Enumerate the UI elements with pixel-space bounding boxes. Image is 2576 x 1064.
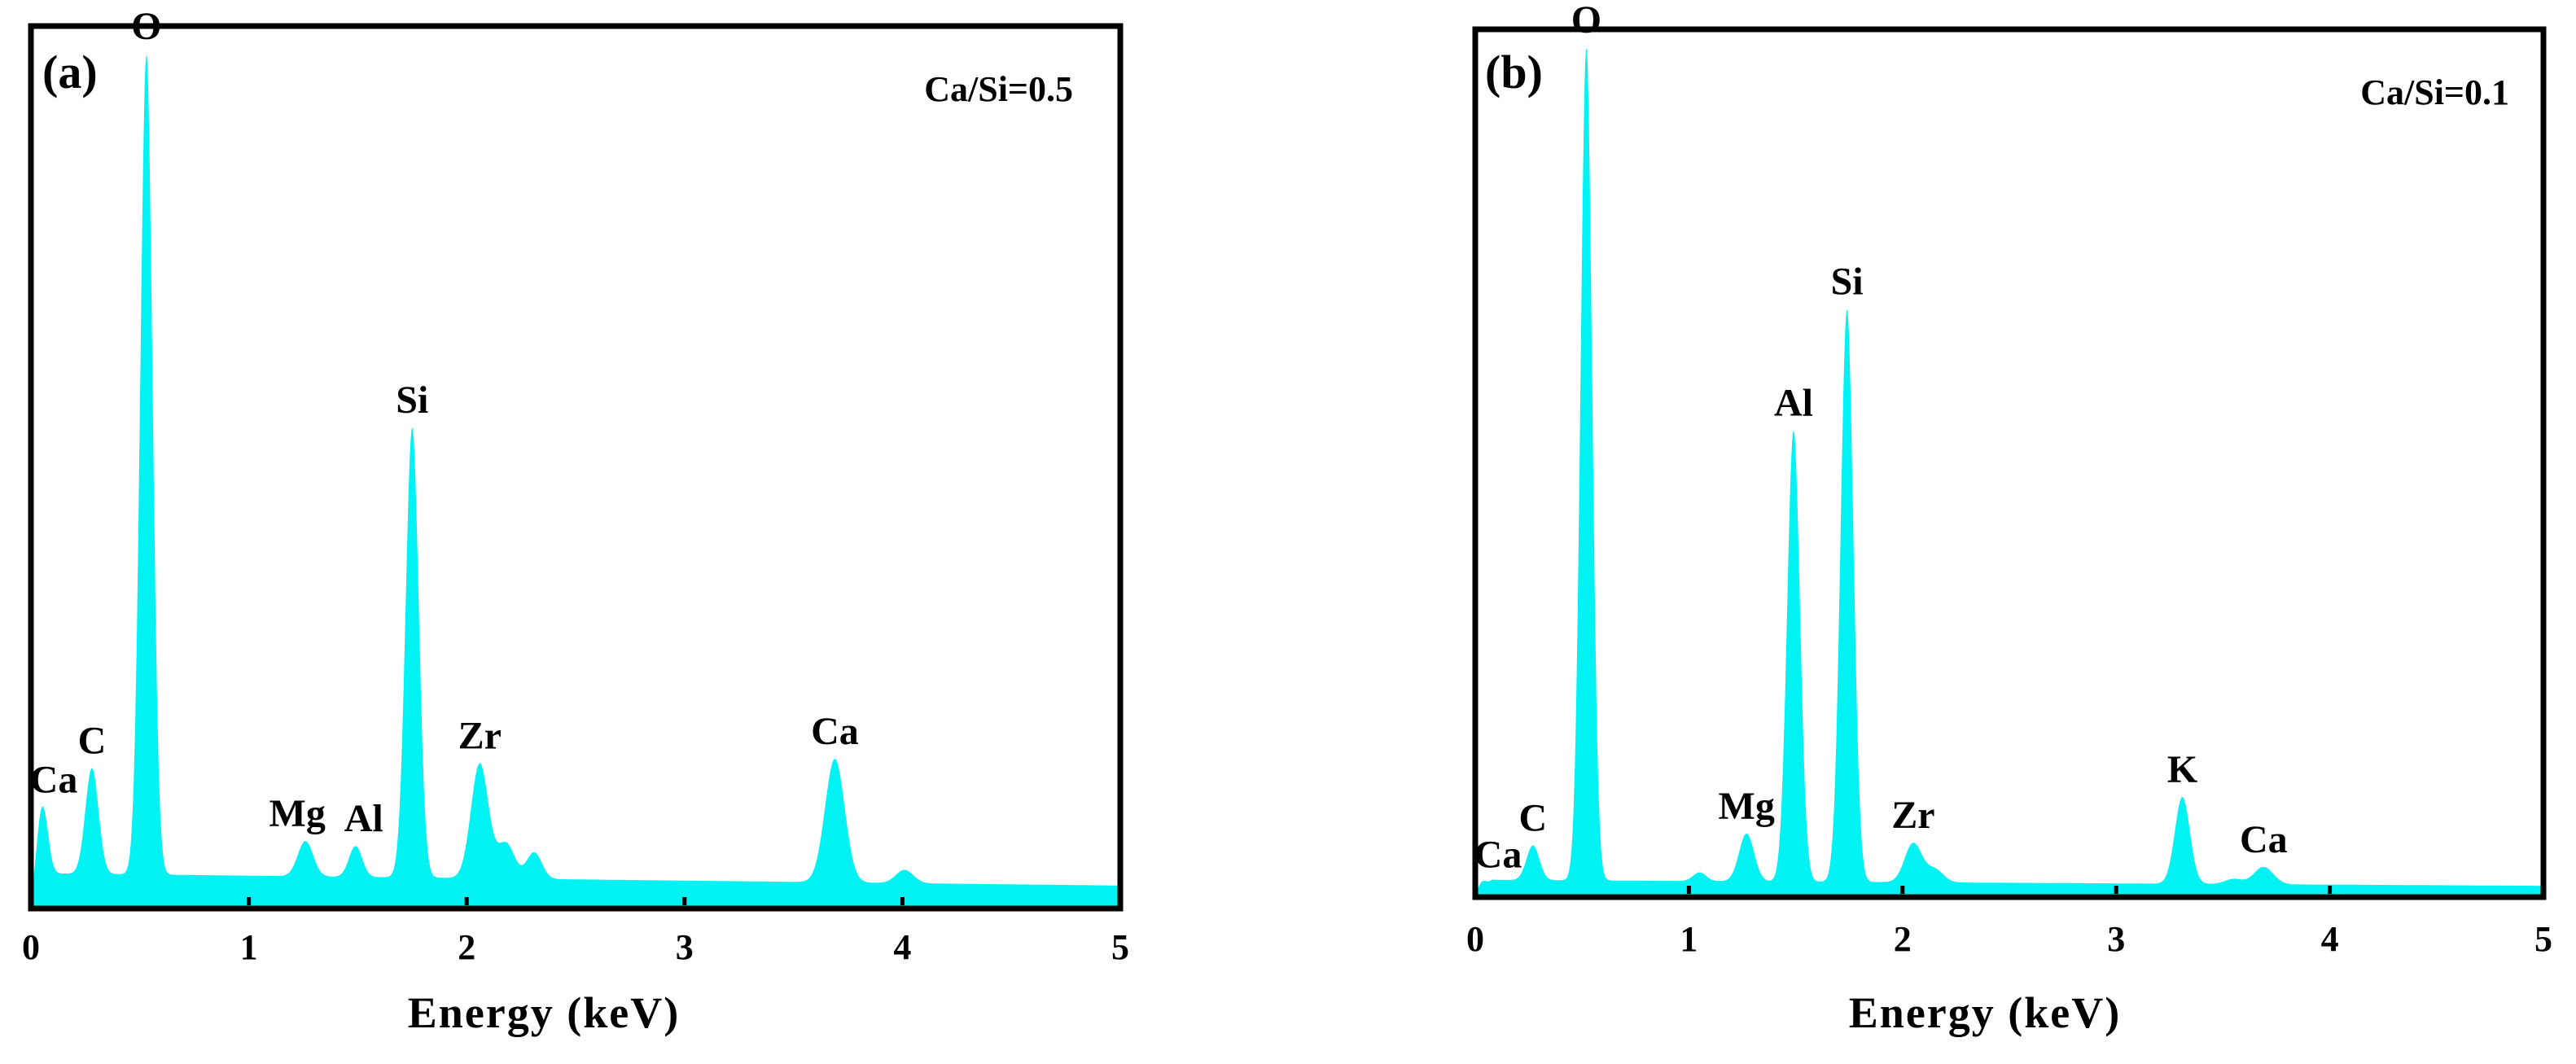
spectrum-area-b	[1475, 48, 2543, 897]
x-tick-labels-b: 0 1 2 3 4 5	[1466, 886, 2552, 959]
peak-label-c: C	[78, 719, 107, 762]
x-tick-label: 4	[893, 927, 911, 967]
peak-label-k: K	[2167, 748, 2197, 791]
x-axis-title-a: Energy (keV)	[408, 988, 680, 1037]
panel-label-a: (a)	[42, 46, 98, 99]
peak-label-zr: Zr	[458, 715, 502, 758]
peak-label-ca: Ca	[2240, 818, 2288, 861]
peak-label-o: O	[1571, 0, 1601, 42]
peak-label-si: Si	[1831, 261, 1864, 304]
x-axis-title-b: Energy (keV)	[1849, 988, 2121, 1037]
x-tick-label: 2	[1894, 919, 1912, 959]
peak-label-c: C	[1518, 796, 1547, 839]
peak-label-mg: Mg	[269, 792, 326, 835]
x-tick-label: 2	[458, 927, 475, 967]
x-tick-label: 4	[2321, 919, 2339, 959]
peak-label-al: Al	[1774, 382, 1813, 425]
peak-label-al: Al	[344, 797, 383, 840]
peak-label-ca: Ca	[1474, 833, 1522, 876]
plot-frame-b	[1472, 26, 2547, 900]
peak-label-mg: Mg	[1719, 785, 1775, 828]
ratio-annotation-a: Ca/Si=0.5	[924, 69, 1073, 109]
plot-frame-a	[28, 23, 1124, 912]
x-tick-label: 0	[1466, 919, 1484, 959]
peak-label-ca: Ca	[811, 710, 859, 753]
x-tick-label: 0	[22, 927, 40, 967]
ratio-annotation-b: Ca/Si=0.1	[2360, 72, 2509, 112]
peak-label-ca: Ca	[30, 758, 78, 801]
x-tick-label: 5	[1111, 927, 1129, 967]
peak-label-zr: Zr	[1891, 794, 1934, 837]
x-tick-label: 1	[240, 927, 258, 967]
x-tick-label: 1	[1680, 919, 1698, 959]
x-tick-label: 3	[2107, 919, 2125, 959]
spectrum-area-a	[31, 55, 1120, 909]
peak-label-si: Si	[396, 379, 428, 422]
x-tick-label: 3	[676, 927, 694, 967]
x-tick-labels-a: 0 1 2 3 4 5	[22, 897, 1129, 967]
x-tick-label: 5	[2534, 919, 2552, 959]
peak-label-o: O	[131, 5, 161, 48]
panel-label-b: (b)	[1485, 46, 1543, 99]
